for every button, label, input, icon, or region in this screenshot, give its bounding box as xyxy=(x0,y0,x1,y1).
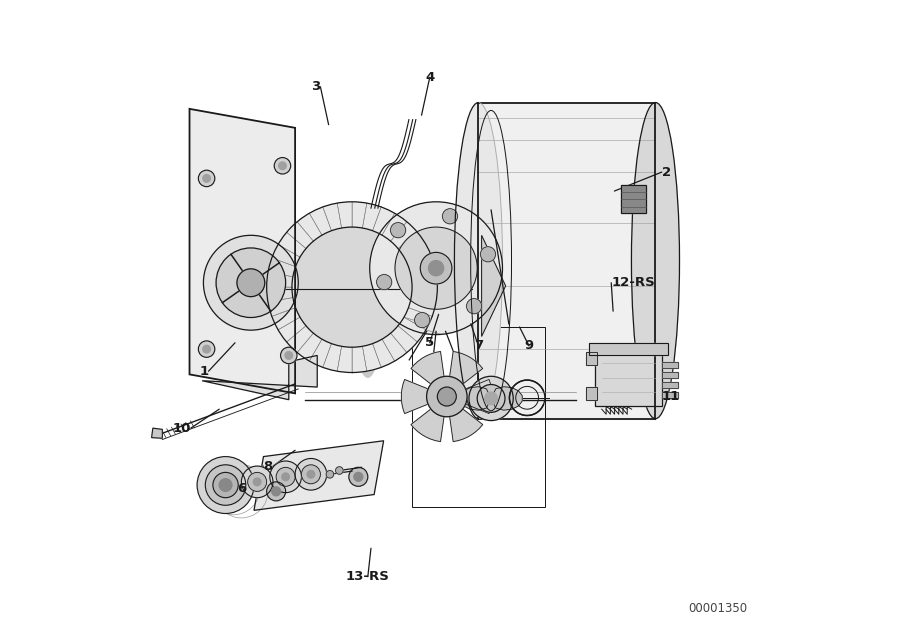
Text: 00001350: 00001350 xyxy=(688,601,747,615)
Circle shape xyxy=(428,260,444,276)
Circle shape xyxy=(292,227,412,347)
Circle shape xyxy=(285,352,292,359)
Circle shape xyxy=(302,465,320,484)
Circle shape xyxy=(276,467,295,486)
Polygon shape xyxy=(482,236,506,337)
Bar xyxy=(586,387,598,399)
Circle shape xyxy=(307,471,315,478)
Bar xyxy=(621,185,646,213)
Text: 6: 6 xyxy=(238,482,247,495)
Circle shape xyxy=(213,472,238,498)
Circle shape xyxy=(279,162,286,170)
Circle shape xyxy=(205,465,246,505)
Text: 10: 10 xyxy=(173,422,191,434)
Bar xyxy=(662,372,678,378)
Circle shape xyxy=(437,387,456,406)
Text: 9: 9 xyxy=(525,340,534,352)
Polygon shape xyxy=(450,409,482,441)
Circle shape xyxy=(469,377,513,420)
Polygon shape xyxy=(491,387,522,410)
Circle shape xyxy=(248,472,266,491)
Text: 12-RS: 12-RS xyxy=(611,276,655,289)
Bar xyxy=(662,362,678,368)
Circle shape xyxy=(220,479,232,491)
Polygon shape xyxy=(479,102,655,418)
Polygon shape xyxy=(190,109,295,393)
Circle shape xyxy=(202,175,211,182)
Circle shape xyxy=(336,467,343,474)
Circle shape xyxy=(391,223,406,237)
Circle shape xyxy=(481,246,496,262)
Polygon shape xyxy=(411,351,444,384)
Polygon shape xyxy=(465,380,492,413)
Bar xyxy=(586,352,598,365)
Bar xyxy=(662,362,678,368)
Polygon shape xyxy=(411,409,444,441)
Bar xyxy=(590,343,668,356)
Circle shape xyxy=(282,473,290,481)
Text: 11: 11 xyxy=(662,390,680,403)
Bar xyxy=(596,349,662,406)
Polygon shape xyxy=(401,380,428,413)
Circle shape xyxy=(198,341,215,358)
Polygon shape xyxy=(202,356,317,399)
Circle shape xyxy=(477,385,505,412)
Text: 5: 5 xyxy=(425,337,435,349)
Polygon shape xyxy=(151,428,162,438)
Bar xyxy=(590,343,668,356)
Circle shape xyxy=(198,170,215,187)
Bar xyxy=(662,392,678,398)
Circle shape xyxy=(254,478,261,486)
Circle shape xyxy=(203,236,298,330)
Circle shape xyxy=(415,312,430,328)
Circle shape xyxy=(354,472,363,481)
Circle shape xyxy=(376,274,392,290)
Text: 8: 8 xyxy=(264,460,273,472)
Circle shape xyxy=(274,157,291,174)
Circle shape xyxy=(443,209,457,224)
Text: 1: 1 xyxy=(200,364,209,378)
Bar xyxy=(586,352,598,365)
Circle shape xyxy=(270,461,302,493)
Text: 7: 7 xyxy=(474,340,483,352)
Circle shape xyxy=(266,202,437,373)
Circle shape xyxy=(349,467,368,486)
Polygon shape xyxy=(254,441,383,511)
Polygon shape xyxy=(460,387,491,410)
Bar xyxy=(412,327,544,507)
Circle shape xyxy=(427,377,467,417)
Circle shape xyxy=(420,252,452,284)
Circle shape xyxy=(202,345,211,353)
Polygon shape xyxy=(450,351,482,384)
Ellipse shape xyxy=(352,206,383,377)
Bar xyxy=(596,349,662,406)
Text: 13-RS: 13-RS xyxy=(346,570,390,583)
Bar xyxy=(662,372,678,378)
Circle shape xyxy=(485,392,498,404)
Circle shape xyxy=(197,457,254,514)
Circle shape xyxy=(466,298,482,314)
Circle shape xyxy=(295,458,327,490)
Circle shape xyxy=(395,227,477,309)
Bar xyxy=(662,382,678,389)
Text: 2: 2 xyxy=(662,166,670,178)
Bar xyxy=(662,382,678,389)
Text: 4: 4 xyxy=(425,70,435,84)
Ellipse shape xyxy=(454,102,502,418)
Ellipse shape xyxy=(632,102,680,418)
Circle shape xyxy=(266,482,285,501)
Circle shape xyxy=(326,471,334,478)
Bar xyxy=(586,387,598,399)
Circle shape xyxy=(237,269,265,297)
Bar xyxy=(662,392,678,398)
Bar xyxy=(621,185,646,213)
Circle shape xyxy=(241,466,273,498)
Circle shape xyxy=(281,347,297,364)
Circle shape xyxy=(272,487,281,496)
Text: 3: 3 xyxy=(311,80,320,93)
Circle shape xyxy=(216,248,285,318)
Circle shape xyxy=(370,202,502,335)
